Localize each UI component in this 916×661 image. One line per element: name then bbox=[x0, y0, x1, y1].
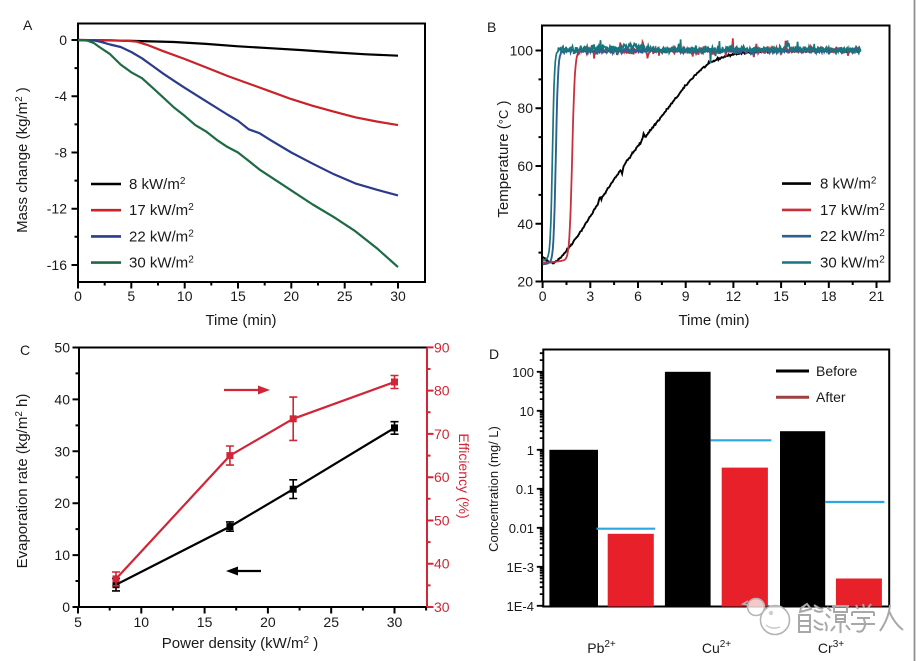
svg-text:60: 60 bbox=[434, 469, 450, 485]
svg-text:21: 21 bbox=[869, 288, 885, 304]
svg-text:8 kW/m2: 8 kW/m2 bbox=[820, 176, 877, 193]
svg-text:70: 70 bbox=[434, 426, 450, 442]
svg-text:0: 0 bbox=[74, 288, 82, 304]
svg-text:0: 0 bbox=[62, 599, 70, 615]
svg-text:-8: -8 bbox=[55, 145, 68, 161]
svg-text:5: 5 bbox=[127, 288, 135, 304]
svg-text:10: 10 bbox=[54, 547, 70, 563]
svg-text:B: B bbox=[487, 19, 496, 35]
svg-text:-12: -12 bbox=[47, 201, 67, 217]
svg-text:1: 1 bbox=[527, 443, 534, 458]
svg-text:Power density (kW/m2 ): Power density (kW/m2 ) bbox=[162, 635, 318, 652]
svg-text:1E-4: 1E-4 bbox=[507, 599, 534, 614]
svg-text:5: 5 bbox=[74, 614, 82, 630]
svg-text:Time (min): Time (min) bbox=[678, 312, 749, 329]
svg-text:-16: -16 bbox=[47, 257, 67, 273]
svg-text:30: 30 bbox=[387, 614, 403, 630]
svg-text:30 kW/m2: 30 kW/m2 bbox=[820, 255, 885, 272]
svg-text:C: C bbox=[20, 342, 30, 358]
svg-text:17 kW/m2: 17 kW/m2 bbox=[820, 202, 885, 219]
svg-text:50: 50 bbox=[434, 513, 450, 529]
svg-text:20: 20 bbox=[284, 288, 300, 304]
svg-text:0: 0 bbox=[539, 288, 547, 304]
svg-text:18: 18 bbox=[821, 288, 837, 304]
svg-text:80: 80 bbox=[434, 383, 450, 399]
svg-text:100: 100 bbox=[510, 43, 534, 59]
svg-text:After: After bbox=[816, 389, 846, 405]
svg-text:30 kW/m2: 30 kW/m2 bbox=[129, 255, 194, 272]
svg-text:40: 40 bbox=[517, 216, 533, 232]
svg-text:20: 20 bbox=[54, 495, 70, 511]
svg-text:40: 40 bbox=[434, 556, 450, 572]
svg-text:Before: Before bbox=[816, 363, 857, 379]
svg-text:0.01: 0.01 bbox=[509, 521, 534, 536]
svg-text:17 kW/m2: 17 kW/m2 bbox=[129, 202, 194, 219]
svg-text:20: 20 bbox=[260, 614, 276, 630]
svg-text:-4: -4 bbox=[55, 88, 68, 104]
svg-text:0: 0 bbox=[59, 32, 67, 48]
svg-text:0.1: 0.1 bbox=[516, 482, 534, 497]
svg-text:9: 9 bbox=[682, 288, 690, 304]
svg-text:10: 10 bbox=[177, 288, 193, 304]
svg-text:1E-3: 1E-3 bbox=[507, 560, 534, 575]
svg-text:Concentration (mg/ L): Concentration (mg/ L) bbox=[486, 426, 501, 552]
svg-text:15: 15 bbox=[197, 614, 213, 630]
svg-text:D: D bbox=[489, 346, 499, 362]
svg-text:15: 15 bbox=[230, 288, 246, 304]
svg-text:Temperature (°C ): Temperature (°C ) bbox=[495, 100, 512, 217]
svg-text:40: 40 bbox=[54, 391, 70, 407]
svg-text:30: 30 bbox=[390, 288, 406, 304]
svg-text:10: 10 bbox=[134, 614, 150, 630]
svg-text:30: 30 bbox=[434, 599, 450, 615]
svg-text:60: 60 bbox=[517, 158, 533, 174]
svg-text:8 kW/m2: 8 kW/m2 bbox=[129, 176, 186, 193]
svg-text:Efficiency (%): Efficiency (%) bbox=[456, 433, 472, 518]
svg-text:15: 15 bbox=[773, 288, 789, 304]
svg-text:10: 10 bbox=[520, 404, 534, 419]
svg-text:25: 25 bbox=[337, 288, 353, 304]
svg-text:Mass change (kg/m2 ): Mass change (kg/m2 ) bbox=[14, 87, 31, 233]
svg-text:22 kW/m2: 22 kW/m2 bbox=[820, 228, 885, 245]
svg-text:A: A bbox=[23, 17, 33, 33]
svg-text:Evaporation rate (kg/m2 h): Evaporation rate (kg/m2 h) bbox=[14, 394, 31, 569]
svg-text:20: 20 bbox=[517, 274, 533, 290]
svg-text:25: 25 bbox=[323, 614, 339, 630]
svg-text:22 kW/m2: 22 kW/m2 bbox=[129, 228, 194, 245]
svg-text:100: 100 bbox=[512, 365, 534, 380]
svg-text:50: 50 bbox=[54, 340, 70, 356]
svg-text:90: 90 bbox=[434, 339, 450, 355]
svg-text:30: 30 bbox=[54, 443, 70, 459]
svg-text:Time (min): Time (min) bbox=[205, 312, 276, 329]
svg-text:12: 12 bbox=[726, 288, 742, 304]
svg-text:80: 80 bbox=[517, 100, 533, 116]
svg-text:6: 6 bbox=[634, 288, 642, 304]
svg-text:3: 3 bbox=[586, 288, 594, 304]
